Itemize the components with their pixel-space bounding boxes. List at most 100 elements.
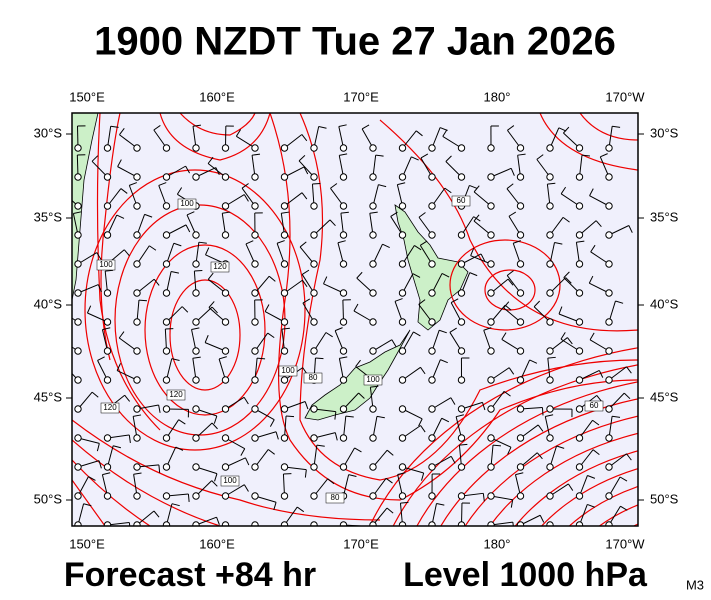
barb-flag [123, 249, 130, 257]
station [398, 231, 407, 239]
station [74, 434, 82, 442]
barb-flag [340, 211, 349, 214]
barb-flag [510, 168, 515, 176]
barb-flag [128, 522, 131, 526]
station [605, 202, 613, 210]
contour-label-box [96, 259, 116, 271]
barb-flag [214, 473, 218, 482]
barb-flag [592, 449, 600, 456]
barb-flag [565, 277, 572, 284]
barb-flag [587, 475, 596, 479]
station [162, 347, 171, 355]
station [516, 521, 525, 526]
station [280, 144, 289, 152]
station [605, 173, 613, 181]
station [575, 492, 584, 500]
contour-label-box [451, 195, 471, 207]
barb-flag [60, 332, 64, 339]
station [251, 521, 259, 526]
barb-flag [421, 472, 425, 481]
station [546, 492, 554, 500]
station [74, 202, 82, 210]
barb-flag [267, 332, 275, 339]
station [251, 376, 259, 384]
station [221, 434, 230, 442]
station [457, 463, 466, 471]
station [280, 173, 289, 181]
station [546, 347, 554, 355]
barb-flag [205, 247, 210, 256]
station [103, 434, 112, 442]
station [487, 144, 495, 152]
station [221, 202, 230, 210]
station [162, 463, 171, 471]
barb-flag [96, 252, 102, 260]
station [133, 434, 141, 442]
station [487, 521, 495, 526]
station [546, 173, 554, 181]
station [369, 347, 377, 355]
title: 1900 NZDT Tue 27 Jan 2026 [94, 20, 616, 64]
station [457, 347, 466, 355]
barb-flag [558, 127, 567, 132]
barb-flag [459, 443, 468, 446]
barb-flag [171, 358, 180, 362]
station [428, 405, 436, 413]
forecast-label: Forecast +84 hr [64, 556, 316, 594]
barb-flag [178, 419, 186, 425]
station [133, 144, 141, 152]
left-tick-label: 35°S [34, 209, 63, 224]
station [398, 260, 407, 268]
barb-flag [385, 477, 393, 484]
barb-flag [329, 219, 336, 227]
station [428, 318, 436, 326]
barb-flag [257, 357, 266, 360]
barb-flag [337, 240, 346, 244]
barb-flag [334, 411, 337, 420]
station [339, 202, 348, 210]
station [221, 492, 230, 500]
contour-label-box [210, 261, 230, 273]
station [369, 173, 377, 181]
station [339, 231, 348, 239]
station [516, 289, 525, 297]
station [516, 492, 525, 500]
station [280, 521, 289, 526]
right-tick-label: 40°S [650, 296, 679, 311]
barb-flag [91, 391, 99, 398]
station [192, 289, 200, 297]
barb-flag [537, 424, 544, 432]
contour [369, 347, 638, 526]
station [133, 521, 141, 526]
barb-flag [264, 304, 270, 312]
barb-flag [590, 244, 596, 253]
station [133, 260, 141, 268]
barb-flag [102, 327, 111, 331]
barb-flag [211, 306, 218, 314]
top-tick-label: 160°E [199, 89, 235, 104]
station [251, 347, 259, 355]
barb-flag [298, 155, 306, 162]
barb-flag [63, 358, 69, 363]
station [221, 144, 230, 152]
station [516, 405, 525, 413]
station [162, 492, 171, 500]
barb-flag [302, 279, 308, 288]
barb-flag [369, 211, 378, 214]
contour-label: 60 [590, 401, 599, 410]
barb-flag [281, 327, 290, 330]
barb-flag [185, 165, 191, 174]
barb-flag [547, 356, 556, 359]
station [339, 173, 348, 181]
barb-flag [412, 273, 421, 278]
barb-flag [439, 329, 447, 334]
barb-flag [370, 385, 379, 388]
barb-flag [268, 275, 276, 282]
station [428, 347, 436, 355]
barb-flag [358, 392, 365, 399]
station [546, 521, 554, 526]
barb-flag [301, 192, 308, 200]
station [605, 289, 613, 297]
barb-flag [508, 211, 517, 217]
station [251, 289, 259, 297]
